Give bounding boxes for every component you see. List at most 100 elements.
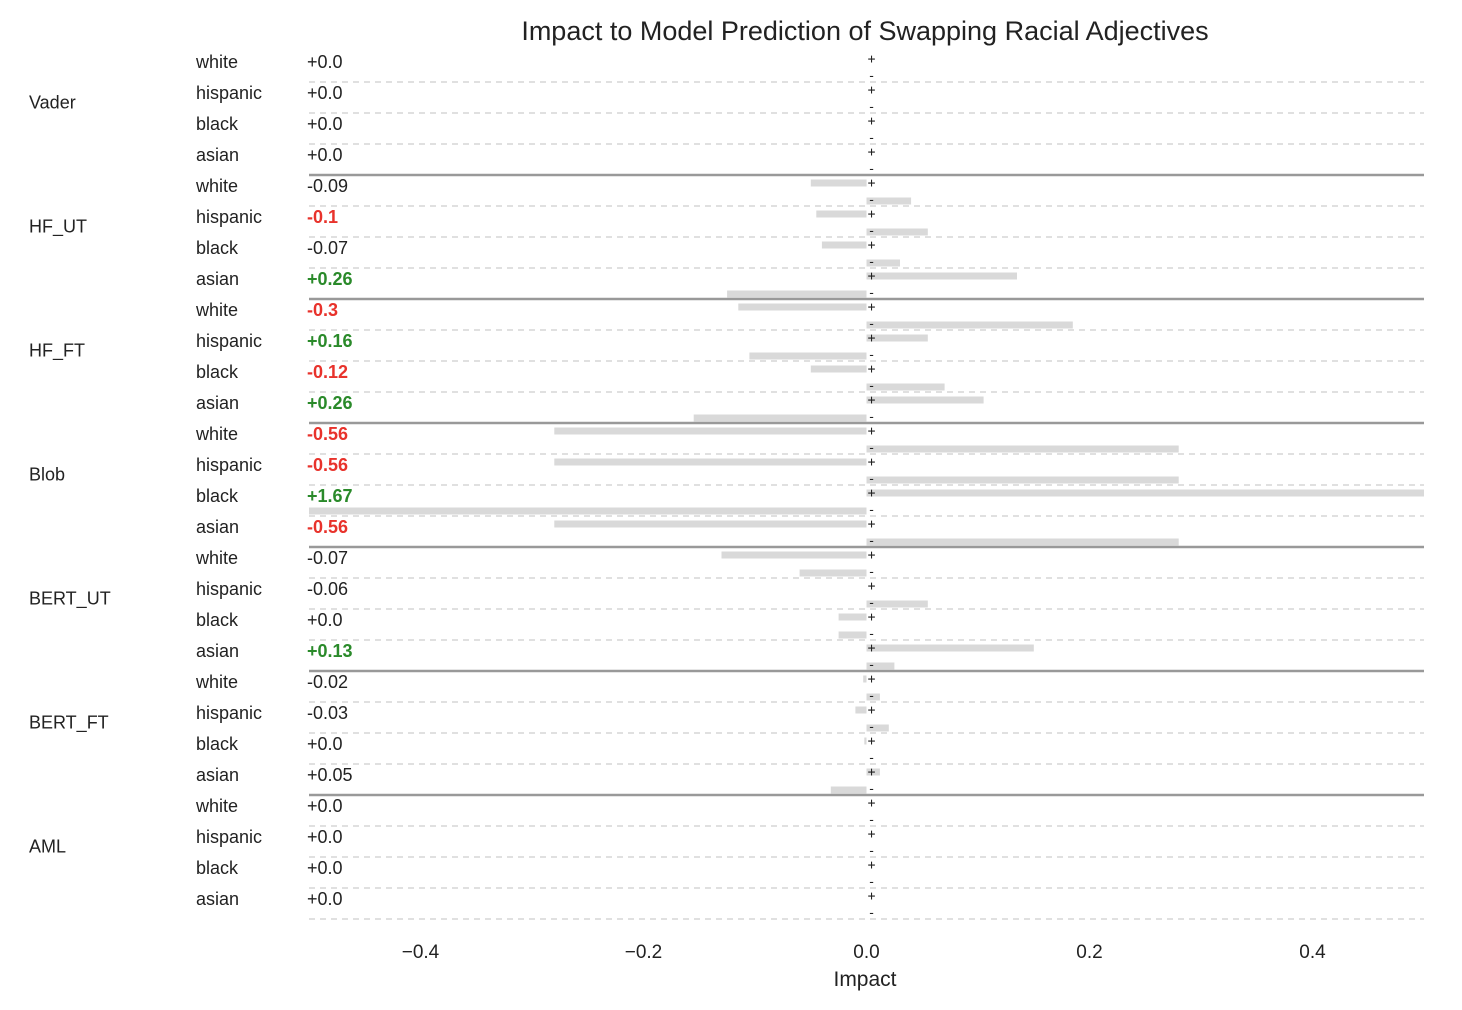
race-label: hispanic [196,207,262,227]
impact-value-label: +0.0 [307,734,343,754]
minus-marker: - [868,751,876,766]
impact-value-label: -0.02 [307,672,348,692]
x-tick-label: 0.2 [1076,942,1102,963]
minus-marker: - [868,410,876,425]
impact-value-label: +0.0 [307,610,343,630]
model-label: HF_FT [29,341,85,362]
table-row: white -0.56 + - [195,424,1424,456]
plus-marker: + [868,300,876,315]
plus-marker: + [868,331,876,346]
minus-marker: - [868,348,876,363]
impact-bar [866,383,945,391]
plus-marker: + [868,176,876,191]
impact-value-label: +0.0 [307,52,343,72]
race-label: white [195,300,238,320]
minus-marker: - [868,131,876,146]
table-row: asian +0.05 + - [196,765,1424,797]
race-label: hispanic [196,455,262,475]
x-tick-label: −0.4 [402,942,440,963]
race-label: black [196,362,239,382]
minus-marker: - [868,906,876,921]
race-label: asian [196,269,239,289]
minus-marker: - [868,875,876,890]
table-row: asian +0.26 + - [196,393,1424,425]
plus-marker: + [868,269,876,284]
impact-value-label: +0.26 [307,269,353,289]
impact-value-label: +0.13 [307,641,353,661]
plus-marker: + [868,889,876,904]
race-label: white [195,672,238,692]
plus-marker: + [868,207,876,222]
impact-bar [866,538,1179,546]
table-row: white +0.0 + - [195,796,1424,828]
minus-marker: - [868,193,876,208]
impact-value-label: +0.16 [307,331,353,351]
minus-marker: - [868,255,876,270]
race-label: hispanic [196,331,262,351]
minus-marker: - [868,782,876,797]
impact-bar [866,445,1179,453]
plus-marker: + [868,703,876,718]
plus-marker: + [868,486,876,501]
race-label: white [195,796,238,816]
impact-bar [866,272,1017,280]
race-label: white [195,176,238,196]
minus-marker: - [868,472,876,487]
table-row: white -0.09 + - [195,176,1424,208]
impact-bar [866,228,928,236]
plus-marker: + [868,393,876,408]
race-label: black [196,486,239,506]
table-row: asian +0.0 + - [196,145,1424,177]
race-label: black [196,734,239,754]
race-label: black [196,238,239,258]
impact-value-label: -0.07 [307,238,348,258]
race-label: black [196,858,239,878]
minus-marker: - [868,317,876,332]
table-row: hispanic -0.1 + - [196,207,1424,239]
impact-value-label: +0.26 [307,393,353,413]
impact-value-label: -0.3 [307,300,338,320]
plus-marker: + [868,858,876,873]
impact-bar [866,396,984,404]
impact-bar [810,179,867,187]
plus-marker: + [868,734,876,749]
minus-marker: - [868,224,876,239]
minus-marker: - [868,379,876,394]
impact-value-label: +0.0 [307,145,343,165]
model-label: BERT_FT [29,713,109,734]
plus-marker: + [868,52,876,67]
impact-value-label: -0.07 [307,548,348,568]
table-row: hispanic +0.0 + - [196,83,1424,115]
table-row: black +0.0 + - [196,734,1424,766]
table-row: asian -0.56 + - [196,517,1424,549]
race-label: black [196,114,239,134]
model-label: Vader [29,93,76,113]
impact-bar [866,476,1179,484]
plus-marker: + [868,83,876,98]
impact-bar [864,737,867,745]
impact-value-label: +0.0 [307,796,343,816]
impact-bar [866,768,880,776]
impact-bar [810,365,867,373]
impact-bar [554,458,867,466]
race-label: asian [196,765,239,785]
impact-bar [830,786,867,794]
impact-bar [721,551,867,559]
impact-bar [309,507,867,515]
race-label: hispanic [196,83,262,103]
race-label: white [195,424,238,444]
model-label: HF_UT [29,217,87,238]
minus-marker: - [868,565,876,580]
table-row: hispanic +0.0 + - [196,827,1424,859]
plus-marker: + [868,455,876,470]
table-row: asian +0.0 + - [196,889,1424,921]
impact-bar [866,600,928,608]
x-tick-label: 0.0 [853,942,879,963]
impact-value-label: +1.67 [307,486,353,506]
impact-value-label: -0.1 [307,207,338,227]
